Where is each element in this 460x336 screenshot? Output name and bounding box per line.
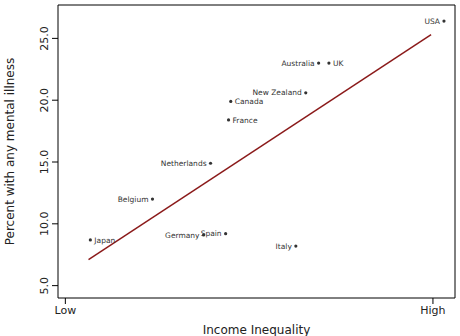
svg-text:15.0: 15.0	[38, 150, 51, 175]
svg-text:20.0: 20.0	[38, 88, 51, 113]
svg-text:Belgium: Belgium	[118, 195, 149, 204]
svg-text:Low: Low	[55, 304, 77, 317]
svg-text:UK: UK	[333, 59, 344, 68]
svg-text:Spain: Spain	[201, 229, 222, 238]
svg-text:High: High	[420, 304, 445, 317]
svg-text:New Zealand: New Zealand	[252, 88, 302, 97]
svg-text:France: France	[233, 116, 258, 125]
svg-text:Netherlands: Netherlands	[161, 159, 207, 168]
svg-text:Italy: Italy	[276, 242, 293, 251]
svg-text:Percent with any mental illnes: Percent with any mental illness	[8, 58, 17, 246]
svg-text:10.0: 10.0	[38, 212, 51, 237]
svg-text:Australia: Australia	[281, 59, 314, 68]
svg-text:Germany: Germany	[165, 231, 200, 240]
svg-text:Japan: Japan	[93, 236, 115, 245]
svg-text:USA: USA	[424, 17, 440, 26]
svg-text:Canada: Canada	[235, 97, 264, 106]
svg-text:5.0: 5.0	[38, 277, 51, 295]
svg-text:25.0: 25.0	[38, 26, 51, 51]
svg-text:Income Inequality: Income Inequality	[203, 323, 311, 336]
